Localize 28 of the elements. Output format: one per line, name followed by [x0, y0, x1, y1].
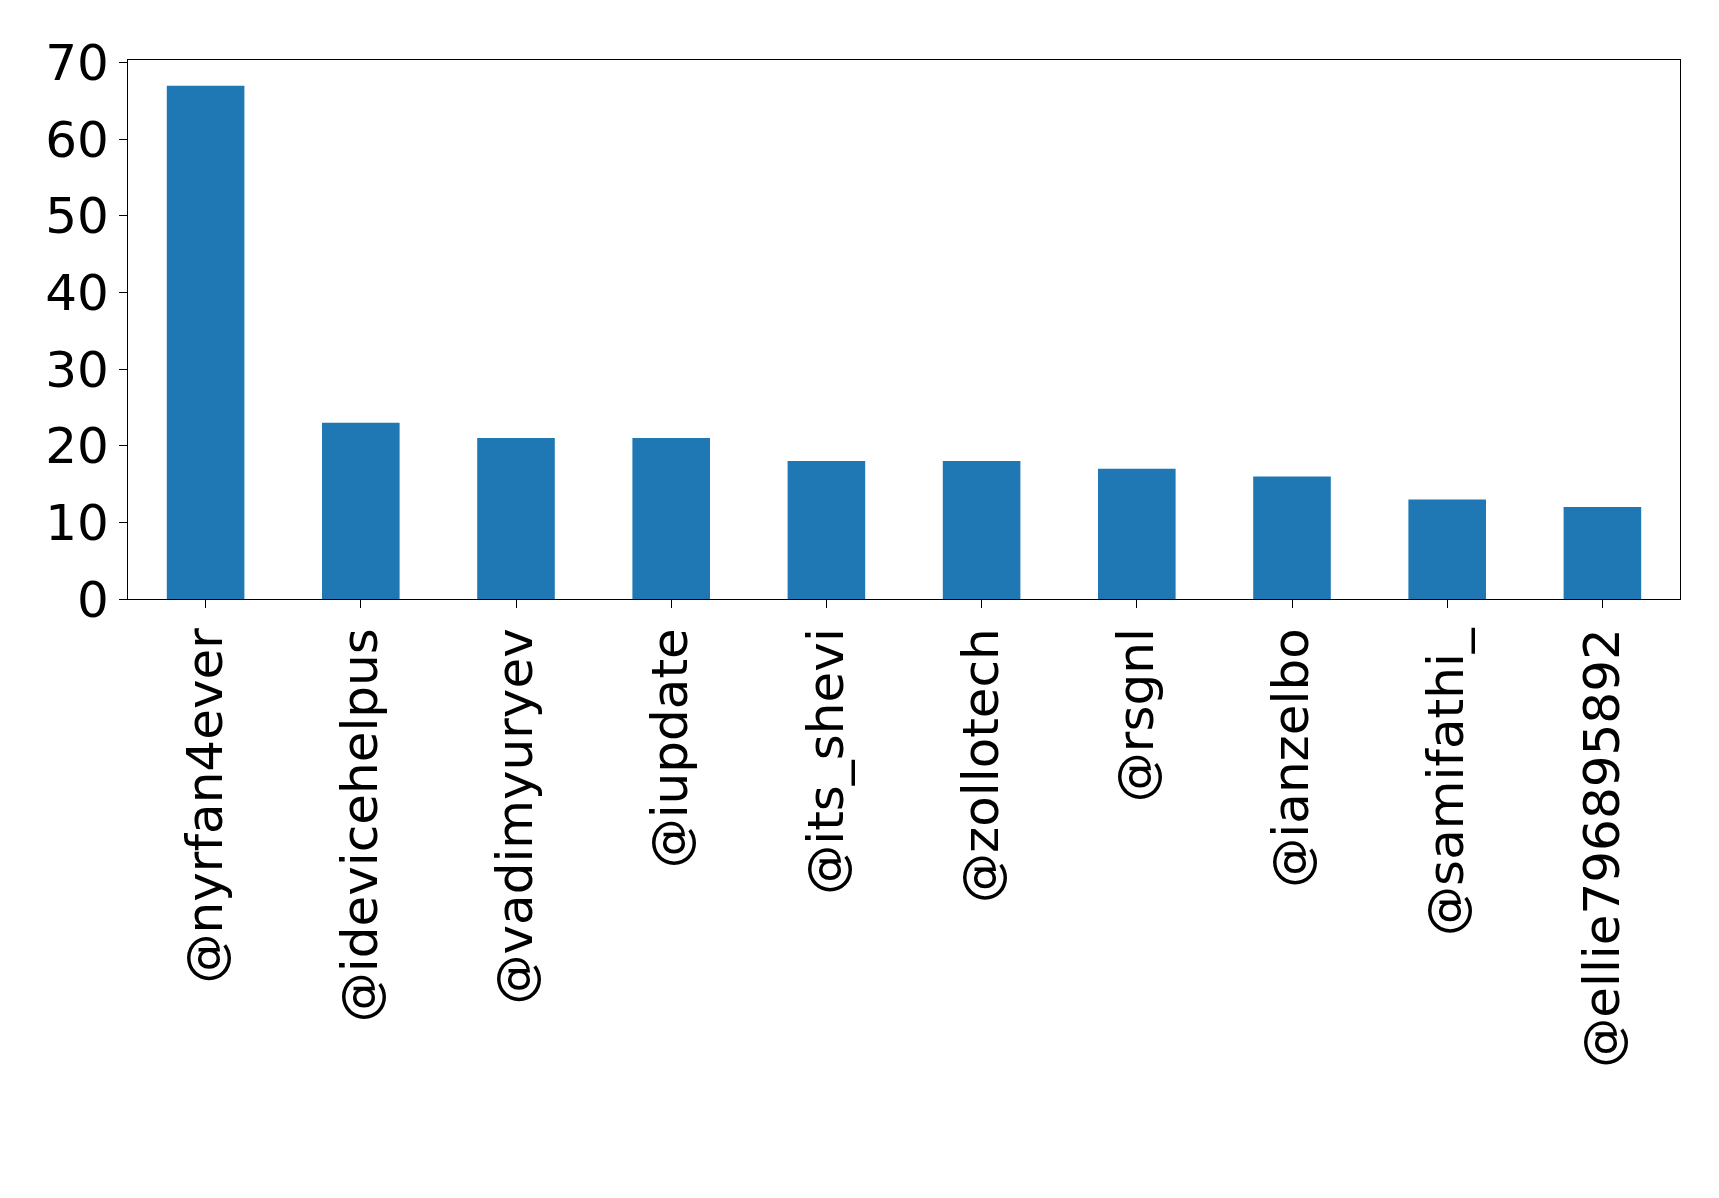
y-tick-label: 40	[45, 264, 109, 323]
y-tick-label: 20	[45, 417, 109, 476]
x-tick-label: @iupdate	[641, 628, 700, 869]
y-tick-label: 30	[45, 340, 109, 399]
y-tick-label: 50	[45, 187, 109, 246]
x-tick-label: @its_shevi	[796, 628, 855, 895]
y-tick-label: 70	[45, 34, 109, 93]
bar	[1253, 476, 1331, 599]
x-tick-label: @zollotech	[951, 628, 1010, 903]
bar	[322, 422, 400, 599]
bar	[942, 461, 1021, 599]
y-tick-label: 60	[45, 110, 109, 169]
x-tick-label: @ianzelbo	[1262, 628, 1321, 888]
x-tick-label: @idevicehelpus	[331, 628, 390, 1023]
bar	[166, 85, 245, 599]
y-tick-label: 10	[45, 493, 109, 552]
bar	[477, 438, 555, 599]
y-tick-label: 0	[76, 570, 109, 629]
bar	[1563, 507, 1642, 599]
x-tick-label: @vadimyuryev	[486, 628, 545, 1005]
bar	[632, 438, 710, 599]
x-tick-label: @ellie796895892	[1572, 628, 1631, 1068]
bar	[1408, 499, 1486, 599]
x-tick-label: @samifathi_	[1417, 627, 1476, 936]
x-tick-label: @rsgnl	[1107, 628, 1166, 803]
bar	[1098, 468, 1176, 599]
x-tick-label: @nyrfan4ever	[175, 627, 234, 984]
bar	[787, 461, 866, 599]
